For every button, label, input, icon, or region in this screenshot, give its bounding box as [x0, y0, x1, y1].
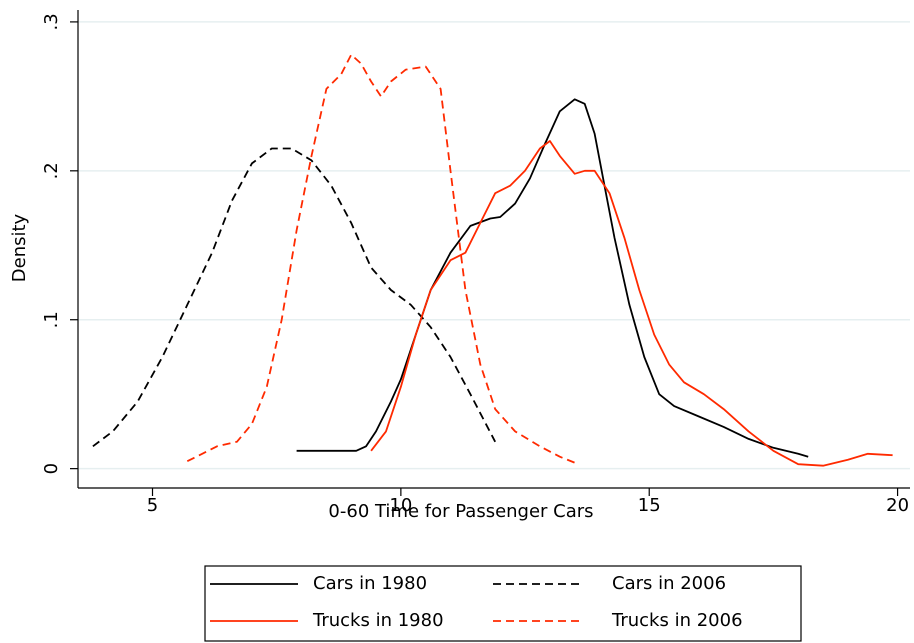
y-tick-label: .1 [41, 311, 62, 328]
density-line [92, 147, 496, 448]
legend-label: Trucks in 1980 [312, 610, 444, 631]
y-tick-label: .3 [41, 13, 62, 30]
y-axis-label: Density [9, 213, 30, 282]
x-tick-label: 5 [147, 495, 158, 516]
density-line [296, 98, 809, 458]
legend-label: Trucks in 2006 [611, 610, 743, 631]
x-tick-label: 10 [389, 495, 412, 516]
y-tick-label: 0 [41, 463, 62, 474]
density-line [186, 53, 576, 464]
x-axis-label: 0-60 Time for Passenger Cars [328, 501, 593, 522]
legend-label: Cars in 1980 [313, 573, 427, 594]
x-tick-label: 15 [638, 495, 661, 516]
legend-label: Cars in 2006 [612, 573, 726, 594]
x-tick-label: 20 [886, 495, 909, 516]
y-tick-label: .2 [41, 162, 62, 179]
legend-box [204, 565, 802, 642]
density-line [370, 140, 893, 467]
